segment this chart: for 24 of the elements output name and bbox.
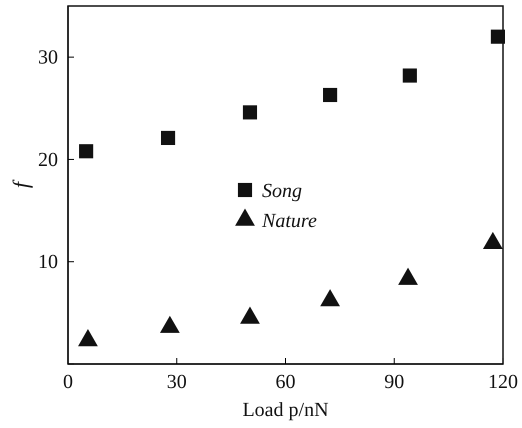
y-tick-label: 10 xyxy=(38,251,58,274)
x-tick-label: 120 xyxy=(488,371,518,394)
point xyxy=(320,289,340,306)
x-tick-label: 60 xyxy=(276,371,296,394)
point xyxy=(160,316,180,333)
legend-label: Nature xyxy=(261,210,317,232)
point xyxy=(79,144,94,158)
legend-label: Song xyxy=(262,180,302,202)
x-tick-label: 90 xyxy=(384,371,404,394)
point xyxy=(490,30,505,44)
point xyxy=(323,88,338,102)
point xyxy=(242,105,258,120)
point xyxy=(240,306,260,324)
point xyxy=(402,68,417,83)
point xyxy=(160,130,176,146)
y-tick-label: 20 xyxy=(38,148,58,171)
x-axis-title: Load p/nN xyxy=(242,399,329,421)
x-tick-label: 0 xyxy=(63,371,73,394)
x-tick-label: 30 xyxy=(166,371,187,394)
point xyxy=(482,232,503,250)
y-tick-label: 30 xyxy=(38,46,58,69)
y-axis-title: f xyxy=(8,179,33,188)
point xyxy=(78,329,98,346)
point xyxy=(398,268,418,285)
